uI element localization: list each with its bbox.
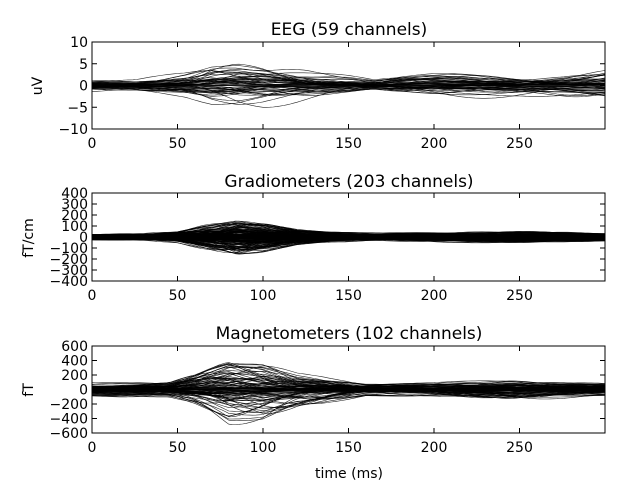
grad-y-tick-label: 200: [61, 208, 88, 224]
grad-y-tick-label: −100: [50, 241, 88, 257]
eeg-channel-trace: [92, 85, 606, 96]
grad-channel-trace: [92, 229, 606, 238]
eeg-y-tick-label: −5: [67, 100, 88, 116]
grad-y-tick-label: −300: [50, 263, 88, 279]
mag-x-tick-label: 250: [506, 440, 533, 456]
eeg-channel-trace: [91, 63, 606, 86]
mag-ylabel: fT: [21, 383, 37, 397]
mag-y-tick-label: −400: [50, 412, 88, 428]
grad-y-tick-label: 400: [61, 186, 88, 202]
grad-y-tick-label: −400: [50, 274, 88, 290]
panel-magnetometers: Magnetometers (102 channels) fT 0 50 100 15…: [21, 324, 606, 482]
grad-channel-trace: [92, 235, 606, 238]
eeg-title: EEG (59 channels): [271, 20, 428, 40]
mag-channel-trace: [91, 380, 606, 389]
mag-x-tick-label: 0: [88, 440, 97, 456]
mag-channel-trace: [91, 389, 606, 417]
eeg-x-tick-label: 200: [421, 136, 448, 152]
eeg-ticks: 0 50 100 150 200 250 −10 −5 0 5 10: [58, 35, 605, 152]
grad-x-tick-label: 50: [169, 288, 187, 304]
grad-x-tick-label: 150: [335, 288, 362, 304]
eeg-x-tick-label: 250: [506, 136, 533, 152]
mag-traces: [91, 362, 606, 425]
eeg-x-tick-label: 50: [169, 136, 187, 152]
grad-traces: [91, 220, 606, 255]
grad-x-tick-label: 0: [88, 288, 97, 304]
mag-x-tick-label: 50: [169, 440, 187, 456]
mag-channel-trace: [91, 382, 606, 390]
mag-y-tick-label: −200: [50, 397, 88, 413]
mag-channel-trace: [91, 389, 605, 393]
mag-x-tick-label: 100: [250, 440, 277, 456]
eeg-x-tick-label: 100: [250, 136, 277, 152]
mag-y-tick-label: 600: [61, 339, 88, 355]
mag-y-tick-label: 0: [79, 383, 88, 399]
mag-x-tick-label: 150: [335, 440, 362, 456]
grad-ticks: 0 50 100 150 200 250−400−300−200−100010020030…: [50, 186, 605, 304]
eeg-x-tick-label: 150: [335, 136, 362, 152]
mag-y-tick-label: −600: [50, 426, 88, 442]
mag-channel-trace: [91, 389, 606, 404]
grad-x-tick-label: 100: [250, 288, 277, 304]
mag-channel-trace: [91, 389, 606, 409]
eeg-channel-trace: [91, 78, 606, 86]
mag-title: Magnetometers (102 channels): [216, 324, 483, 344]
eeg-y-tick-label: 5: [79, 57, 88, 73]
mag-channel-trace: [92, 383, 605, 390]
grad-channel-trace: [92, 237, 606, 250]
eeg-x-tick-label: 0: [88, 136, 97, 152]
panel-gradiometers: Gradiometers (203 channels) fT/cm 0 50 100…: [21, 172, 606, 304]
mag-xlabel: time (ms): [315, 466, 383, 482]
eeg-ylabel: uV: [30, 76, 46, 95]
panel-eeg: EEG (59 channels) uV 0 50 100 150 200 250−10−…: [30, 20, 606, 152]
grad-y-tick-label: −200: [50, 252, 88, 268]
mag-channel-trace: [91, 389, 606, 414]
eeg-channel-trace: [91, 85, 605, 93]
grad-x-tick-label: 250: [506, 288, 533, 304]
eeg-channel-trace: [92, 85, 606, 89]
grad-x-tick-label: 200: [421, 288, 448, 304]
eeg-channel-trace: [91, 86, 606, 94]
eeg-y-tick-label: −10: [58, 122, 88, 138]
mag-channel-trace: [91, 390, 606, 402]
mag-x-tick-label: 200: [421, 440, 448, 456]
grad-title: Gradiometers (203 channels): [224, 172, 473, 192]
mag-y-tick-label: 400: [61, 354, 88, 370]
grad-y-tick-label: 100: [61, 219, 88, 235]
grad-channel-trace: [91, 236, 606, 247]
eeg-traces: [91, 63, 606, 108]
eeg-y-tick-label: 0: [79, 79, 88, 95]
grad-y-tick-label: 0: [79, 230, 88, 246]
eeg-y-tick-label: 10: [70, 35, 88, 51]
grad-ylabel: fT/cm: [21, 218, 37, 258]
mag-channel-trace: [92, 388, 605, 390]
grad-y-tick-label: 300: [61, 197, 88, 213]
mag-y-tick-label: 200: [61, 368, 88, 384]
